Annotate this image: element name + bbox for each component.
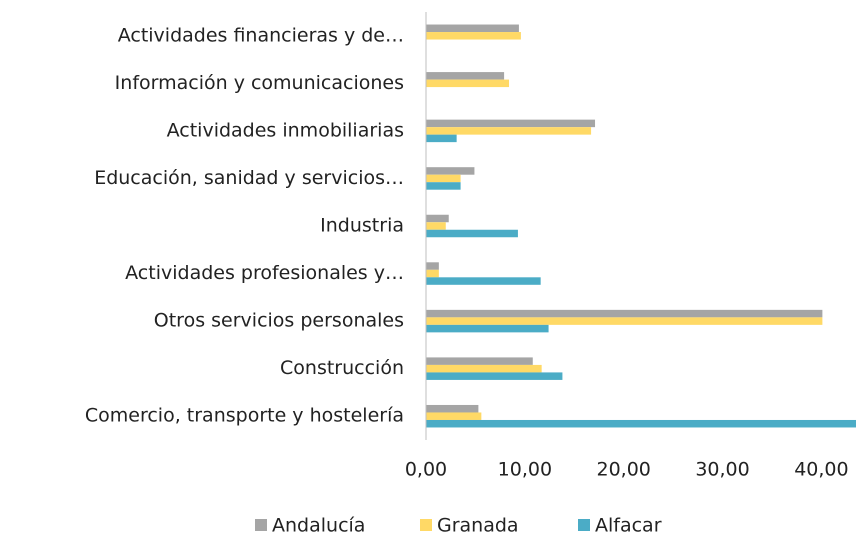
bar bbox=[426, 309, 823, 318]
legend-label: Granada bbox=[437, 515, 519, 535]
bar bbox=[426, 372, 563, 380]
y-tick-label: Información y comunicaciones bbox=[115, 72, 404, 94]
bar bbox=[426, 269, 439, 278]
x-tick-label: 0,00 bbox=[405, 459, 447, 481]
y-tick-label: Comercio, transporte y hostelería bbox=[85, 405, 404, 427]
bar bbox=[426, 357, 533, 365]
bar bbox=[426, 317, 823, 325]
legend-swatch bbox=[578, 519, 590, 531]
bar bbox=[426, 119, 596, 128]
bar bbox=[426, 222, 446, 230]
bar bbox=[426, 229, 518, 238]
bar bbox=[426, 404, 479, 413]
bar bbox=[426, 32, 521, 40]
bar bbox=[426, 262, 439, 270]
y-tick-label: Actividades inmobiliarias bbox=[167, 119, 404, 141]
bar bbox=[426, 24, 519, 33]
bar bbox=[426, 174, 461, 183]
bar bbox=[426, 364, 542, 373]
x-tick-label: 30,00 bbox=[695, 459, 749, 481]
bar bbox=[426, 72, 505, 80]
y-tick-label: Educación, sanidad y servicios… bbox=[94, 167, 404, 189]
bar bbox=[426, 214, 449, 223]
y-tick-label: Construcción bbox=[280, 357, 404, 379]
y-tick-label: Industria bbox=[320, 215, 404, 237]
legend-swatch bbox=[255, 519, 267, 531]
bar bbox=[426, 167, 475, 175]
bar bbox=[426, 324, 549, 333]
bar bbox=[426, 182, 461, 190]
y-tick-label: Otros servicios personales bbox=[154, 310, 404, 332]
bar bbox=[426, 277, 541, 285]
bar bbox=[426, 127, 592, 135]
legend-label: Andalucía bbox=[272, 515, 365, 535]
legend-label: Alfacar bbox=[595, 515, 662, 535]
x-tick-label: 10,00 bbox=[498, 459, 552, 481]
bar bbox=[426, 412, 482, 420]
y-tick-label: Actividades financieras y de… bbox=[118, 24, 404, 46]
bar bbox=[426, 419, 856, 428]
bar bbox=[426, 79, 510, 88]
x-tick-label: 20,00 bbox=[596, 459, 650, 481]
bar bbox=[426, 134, 457, 143]
y-tick-label: Actividades profesionales y… bbox=[125, 262, 404, 284]
x-tick-label: 40,00 bbox=[794, 459, 848, 481]
legend-swatch bbox=[420, 519, 432, 531]
